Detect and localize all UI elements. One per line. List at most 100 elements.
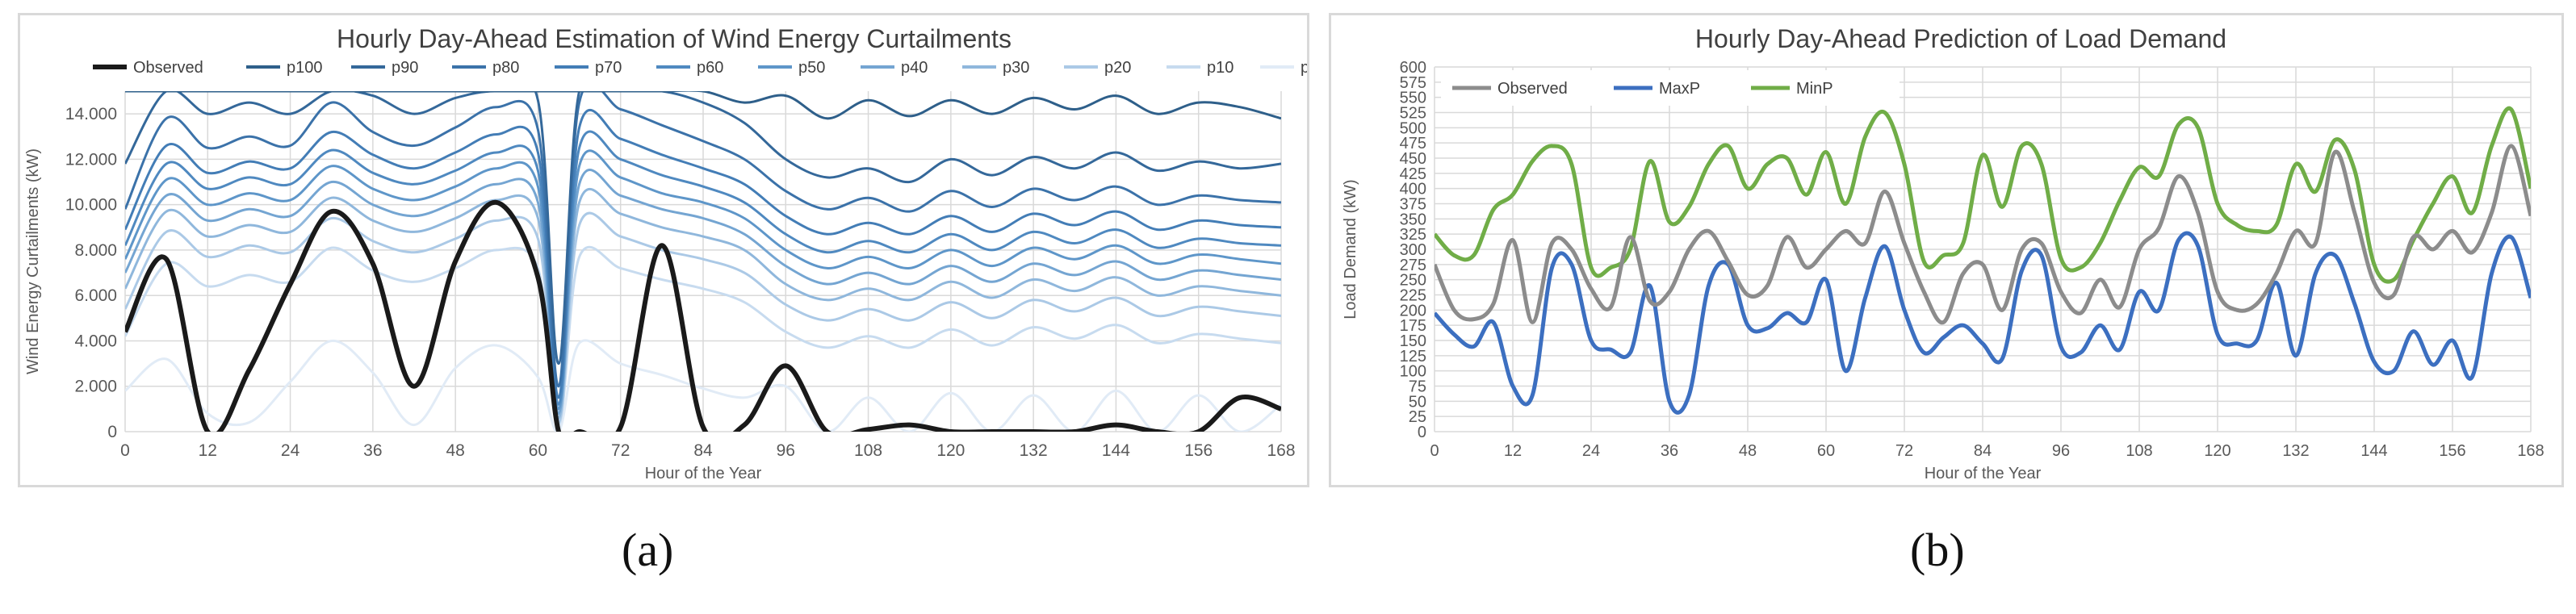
series-line-p20 [125,211,1281,424]
chart-panel-b: 0 25 50 75 100 125 150 175 200 225 250 275 300 325 350… [1329,13,2564,487]
x-tick-label: 48 [446,441,464,460]
x-tick-label: 156 [1184,441,1213,460]
load-demand-chart: 0255075100125150175200225250275300325350… [1342,24,2545,482]
x-tick-label: 48 [1739,442,1757,460]
series-line-p80 [125,91,1281,388]
y-tick-label: 2.000 [74,378,117,396]
legend-label-p50: p50 [798,59,825,77]
series-line-p10 [125,245,1281,427]
y-tick-label: 275 [1400,257,1426,274]
x-tick-label: 132 [2282,442,2309,460]
series-line-observed [125,199,1281,432]
x-tick-label: 168 [2517,442,2544,460]
series-line-maxp [1435,231,2531,415]
y-tick-label: 350 [1400,211,1426,228]
series-line-observed [1435,144,2531,325]
legend-label-observed: Observed [1497,80,1568,98]
series-line-p70 [125,109,1281,399]
x-tick-label: 120 [2204,442,2230,460]
legend-label-p40: p40 [901,59,928,77]
x-tick-label: 96 [777,441,795,460]
series-line-p50 [125,149,1281,411]
y-tick-label: 325 [1400,226,1426,244]
y-tick-label: 250 [1400,272,1426,290]
chart-panel-a: 0 2.000 4.000 6.000 8.000 10.000 12.000 14.000 0… [18,13,1309,487]
y-tick-label: 300 [1400,241,1426,259]
y-tick-label: 4.000 [74,332,117,350]
x-tick-label: 12 [199,441,217,460]
y-tick-label: 150 [1400,332,1426,350]
legend-label-p20: p20 [1104,59,1131,77]
series-line-minp [1435,106,2531,284]
x-tick-label: 108 [854,441,882,460]
legend-label-minp: MinP [1796,80,1833,98]
x-tick-label: 0 [1430,442,1439,460]
x-tick-label: 60 [1817,442,1835,460]
x-tick-label: 0 [120,441,130,460]
legend-label-p0: p0 [1301,59,1307,77]
x-tick-label: 24 [1582,442,1600,460]
x-tick-label: 84 [1974,442,1992,460]
legend-label-p90: p90 [392,59,418,77]
legend-label-maxp: MaxP [1659,80,1700,98]
y-tick-label: 575 [1400,74,1426,92]
series-line-p90 [125,91,1281,365]
wind-curtailment-chart: 0 2.000 4.000 6.000 8.000 10.000 12.000 14.000 0… [24,24,1307,482]
y-tick-label: 75 [1409,378,1426,396]
y-tick-label: 12.000 [65,150,117,169]
series-line-p30 [125,187,1281,420]
y-tick-label: 125 [1400,348,1426,365]
y-axis-label: Wind Energy Curtailments (kW) [24,148,42,374]
y-tick-label: 425 [1400,165,1426,183]
legend-label-p10: p10 [1207,59,1234,77]
legend-background [1441,70,1900,106]
x-tick-label: 156 [2439,442,2465,460]
x-tick-label: 96 [2052,442,2070,460]
y-tick-label: 25 [1409,408,1426,426]
x-tick-label: 72 [1895,442,1913,460]
x-tick-label: 36 [1661,442,1678,460]
y-tick-label: 450 [1400,150,1426,168]
x-tick-label: 36 [363,441,382,460]
x-tick-label: 60 [529,441,547,460]
chart-title: Hourly Day-Ahead Estimation of Wind Ener… [337,24,1012,53]
y-tick-label: 8.000 [74,241,117,260]
x-tick-label: 144 [2360,442,2387,460]
y-tick-label: 525 [1400,105,1426,123]
y-tick-label: 175 [1400,317,1426,335]
x-tick-label: 120 [936,441,965,460]
y-tick-label: 0 [1418,424,1426,441]
panel-label-a: (a) [622,524,674,576]
y-tick-label: 400 [1400,181,1426,198]
y-tick-label: 550 [1400,90,1426,107]
legend-label-p60: p60 [697,59,723,77]
y-tick-label: 600 [1400,59,1426,77]
x-tick-label: 24 [281,441,300,460]
y-tick-label: 200 [1400,302,1426,320]
x-tick-label: 12 [1504,442,1522,460]
x-tick-label: 72 [611,441,630,460]
x-tick-label: 84 [693,441,713,460]
series-line-p60 [125,130,1281,406]
legend-label-p100: p100 [287,59,323,77]
y-tick-label: 375 [1400,196,1426,214]
x-tick-label: 144 [1102,441,1130,460]
y-tick-label: 0 [107,423,117,441]
x-tick-label: 108 [2126,442,2152,460]
y-tick-label: 50 [1409,393,1426,411]
legend-label-p80: p80 [492,59,519,77]
series-line-p100 [125,91,1281,120]
y-tick-label: 6.000 [74,286,117,305]
y-tick-label: 225 [1400,287,1426,305]
y-tick-label: 500 [1400,119,1426,137]
legend-label-p70: p70 [595,59,622,77]
y-tick-label: 475 [1400,135,1426,152]
y-tick-label: 14.000 [65,105,117,123]
legend-label-observed: Observed [133,59,203,77]
x-tick-label: 168 [1267,441,1295,460]
chart-title: Hourly Day-Ahead Prediction of Load Dema… [1695,24,2226,53]
y-axis-label: Load Demand (kW) [1342,179,1359,319]
series-line-p40 [125,169,1281,416]
x-axis-label: Hour of the Year [645,465,762,482]
panel-label-b: (b) [1910,524,1965,576]
